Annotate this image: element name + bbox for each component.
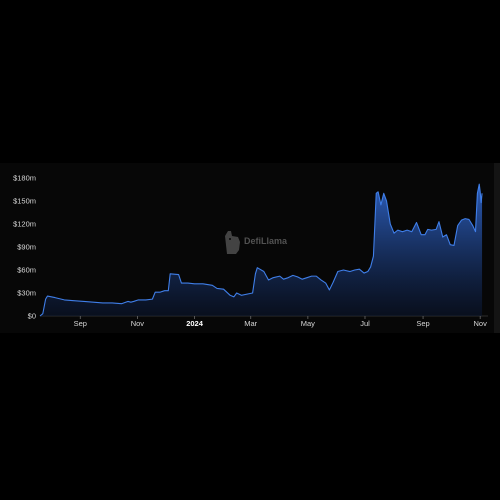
watermark: DefiLlama xyxy=(225,231,288,254)
x-tick-label: Nov xyxy=(131,319,145,328)
x-tick-label: Jul xyxy=(360,319,370,328)
watermark-text: DefiLlama xyxy=(244,236,288,246)
x-tick-label: May xyxy=(301,319,315,328)
scrollbar-edge xyxy=(494,163,500,333)
y-tick-label: $120m xyxy=(13,220,36,229)
x-tick-label: Nov xyxy=(474,319,488,328)
y-tick-label: $90m xyxy=(17,243,36,252)
x-axis: Sep Nov 2024 Mar May Jul Sep Nov xyxy=(74,316,488,328)
y-tick-label: $180m xyxy=(13,174,36,183)
y-tick-label: $0 xyxy=(28,312,36,321)
x-tick-label: Sep xyxy=(416,319,429,328)
y-tick-label: $60m xyxy=(17,266,36,275)
y-tick-label: $150m xyxy=(13,197,36,206)
llama-logo-icon xyxy=(225,231,240,254)
series-area xyxy=(40,184,483,316)
x-tick-label: Mar xyxy=(244,319,257,328)
y-tick-label: $30m xyxy=(17,289,36,298)
series-line[interactable] xyxy=(39,183,483,317)
x-tick-label: Sep xyxy=(74,319,87,328)
x-tick-label: 2024 xyxy=(186,319,204,328)
y-axis: $0 $30m $60m $90m $120m $150m $180m xyxy=(13,174,36,321)
